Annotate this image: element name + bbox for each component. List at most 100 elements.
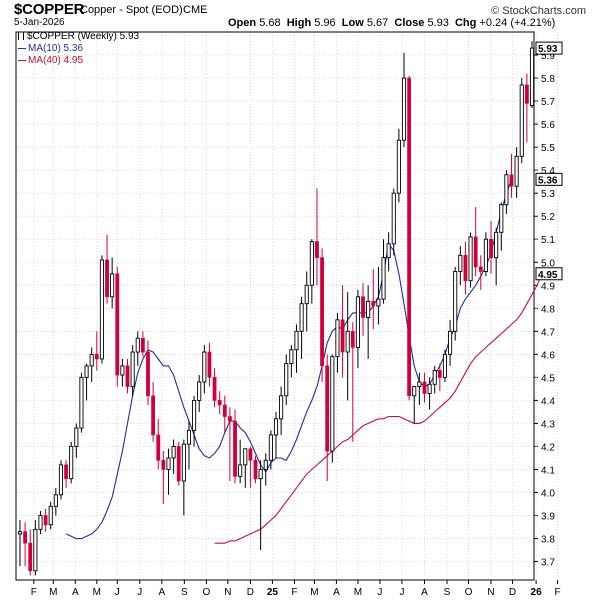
candle-body xyxy=(176,446,181,482)
candle-body xyxy=(453,271,458,332)
candle-body xyxy=(151,395,156,436)
ma40-badge-box xyxy=(535,267,563,281)
candle-body xyxy=(192,399,197,431)
candle-body xyxy=(17,531,23,535)
candle-body xyxy=(499,204,504,233)
candle-body xyxy=(28,542,33,572)
y-tick-label: 5.1 xyxy=(541,235,555,246)
x-tick-label: A xyxy=(72,587,79,598)
candle-body xyxy=(355,296,360,348)
x-tick-label: D xyxy=(247,587,254,598)
candle-body xyxy=(74,427,79,447)
x-tick-label: D xyxy=(509,587,516,598)
candle-body xyxy=(166,457,171,470)
symbol-title: $COPPER xyxy=(14,1,85,18)
candle-body xyxy=(94,354,99,360)
open-value: 5.68 xyxy=(259,17,281,29)
instrument-description: Copper - Spot (EOD) xyxy=(80,4,183,16)
candle-body xyxy=(171,446,176,459)
x-tick-label: 25 xyxy=(267,587,279,598)
ma10-badge: 5.36 xyxy=(538,175,558,186)
candle-body xyxy=(130,351,135,388)
candle-body xyxy=(340,319,345,353)
y-tick-label: 5.3 xyxy=(541,189,555,200)
candle-body xyxy=(120,365,125,376)
candle-body xyxy=(146,351,150,397)
x-tick-label: F xyxy=(291,587,297,598)
candle-body xyxy=(473,236,478,268)
y-tick-label: 5.2 xyxy=(541,212,555,223)
candle-body xyxy=(524,84,529,104)
high-value: 5.96 xyxy=(314,17,336,29)
x-tick-label: F xyxy=(31,587,37,598)
x-tick-label: O xyxy=(465,587,473,598)
candle-body xyxy=(248,448,253,461)
candle-body xyxy=(489,238,493,258)
y-tick-label: 4.2 xyxy=(541,442,555,453)
y-tick-label: 4.4 xyxy=(541,396,555,407)
ma40-badge: 4.95 xyxy=(538,270,558,281)
ma40-line xyxy=(214,273,543,544)
candle-body xyxy=(284,363,289,397)
exchange-label: CME xyxy=(183,4,208,16)
candle-body xyxy=(376,298,381,307)
candle-body xyxy=(458,254,463,272)
legend-ma40-label: MA(40) 4.95 xyxy=(28,55,84,66)
y-tick-label: 5.8 xyxy=(541,74,555,85)
candle-body xyxy=(299,303,304,332)
low-value: 5.67 xyxy=(366,17,389,29)
candle-body xyxy=(253,459,258,479)
candle-body xyxy=(23,531,28,544)
y-tick-label: 5.4 xyxy=(541,166,555,177)
candle-body xyxy=(294,330,299,351)
candle-body xyxy=(110,273,115,298)
y-tick-label: 5.5 xyxy=(541,143,555,154)
candle-body xyxy=(320,257,324,367)
candle-body xyxy=(64,464,68,479)
x-tick-label: M xyxy=(93,587,101,598)
x-tick-label: O xyxy=(202,587,210,598)
x-tick-label: J xyxy=(115,587,120,598)
y-tick-label: 5.6 xyxy=(541,120,555,131)
legend-ma40-swatch xyxy=(18,59,26,61)
x-tick-label: S xyxy=(444,587,451,598)
candle-body xyxy=(125,365,130,387)
last-price-badge-box xyxy=(535,41,563,55)
x-tick-label: N xyxy=(487,587,494,598)
candle-body xyxy=(135,337,140,353)
candle-body xyxy=(325,365,330,452)
x-tick-label: S xyxy=(181,587,188,598)
candle-body xyxy=(509,174,514,187)
y-tick-label: 4.1 xyxy=(541,465,555,476)
chg-value: +0.24 (+4.21%) xyxy=(479,17,556,29)
legend-ma40: MA(40) 4.95 xyxy=(18,55,83,66)
y-tick-label: 4.5 xyxy=(541,373,555,384)
chart-date: 5-Jan-2026 xyxy=(14,17,65,28)
x-tick-label: M xyxy=(354,587,362,598)
candle-body xyxy=(371,301,376,307)
candle-body xyxy=(289,349,294,365)
close-value: 5.93 xyxy=(427,17,449,29)
candle-body xyxy=(345,330,350,353)
x-tick-label: M xyxy=(310,587,318,598)
candle-body xyxy=(494,231,499,259)
candle-body xyxy=(304,284,309,305)
candle-body xyxy=(202,351,207,383)
x-tick-label: A xyxy=(333,587,340,598)
candle-body xyxy=(504,174,509,206)
open-label: Open xyxy=(228,17,257,29)
candle-body xyxy=(386,243,391,259)
candle-body xyxy=(186,429,192,445)
candle-body xyxy=(243,448,248,466)
candle-body xyxy=(391,192,396,245)
candle-body xyxy=(161,459,166,470)
candle-body xyxy=(361,296,365,318)
candle-body xyxy=(222,404,227,417)
plot-frame xyxy=(15,31,535,581)
candle-body xyxy=(58,464,64,496)
y-tick-label: 4.0 xyxy=(541,489,555,500)
candle-body xyxy=(48,505,53,526)
candle-body xyxy=(422,381,427,394)
legend-ma10-label: MA(10) 5.36 xyxy=(28,43,84,54)
